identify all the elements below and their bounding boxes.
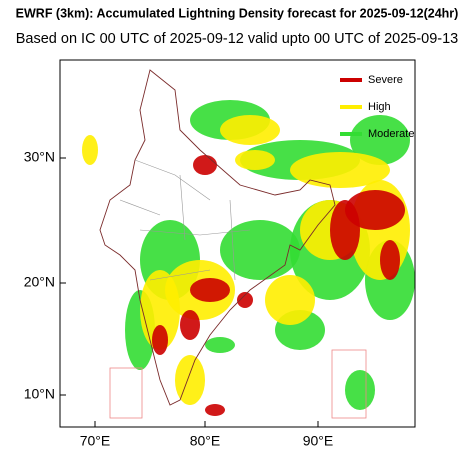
title: EWRF (3km): Accumulated Lightning Densit…	[16, 6, 459, 20]
lightning-area	[152, 325, 168, 355]
lightning-area	[345, 370, 375, 410]
legend: Severe High Moderate	[340, 74, 414, 140]
lightning-area	[190, 278, 230, 302]
lightning-area	[205, 404, 225, 416]
lightning-area	[180, 310, 200, 340]
lightning-area	[193, 155, 217, 175]
x-tick-label: 70°E	[80, 433, 111, 449]
inset-box	[331, 349, 367, 419]
state-borders	[119, 159, 251, 281]
legend-label: Moderate	[368, 128, 414, 140]
x-tick-label: 80°E	[190, 433, 221, 449]
lightning-area	[380, 240, 400, 280]
lightning-area	[237, 292, 253, 308]
lightning-area	[175, 355, 205, 405]
lightning-area	[220, 115, 280, 145]
lightning-areas	[82, 100, 415, 416]
lightning-area	[290, 152, 390, 188]
x-tick-label: 90°E	[303, 433, 334, 449]
lightning-area	[330, 200, 360, 260]
map-frame	[59, 59, 416, 428]
india-outline	[99, 69, 336, 406]
lightning-area	[220, 220, 300, 280]
ticks: 70°E 80°E 90°E 30°N 20°N 10°N	[24, 149, 334, 449]
lightning-area	[235, 150, 275, 170]
lightning-area	[205, 337, 235, 353]
lightning-area	[345, 190, 405, 230]
legend-label: High	[368, 101, 391, 113]
lightning-area	[265, 275, 315, 325]
y-tick-label: 10°N	[24, 386, 55, 402]
lightning-area	[82, 135, 98, 165]
lightning-area	[140, 270, 180, 350]
y-tick-label: 30°N	[24, 149, 55, 165]
legend-label: Severe	[368, 74, 403, 86]
lightning-area	[350, 115, 410, 165]
y-tick-label: 20°N	[24, 274, 55, 290]
subtitle: Based on IC 00 UTC of 2025-09-12 valid u…	[16, 31, 459, 47]
inset-box	[109, 367, 143, 419]
